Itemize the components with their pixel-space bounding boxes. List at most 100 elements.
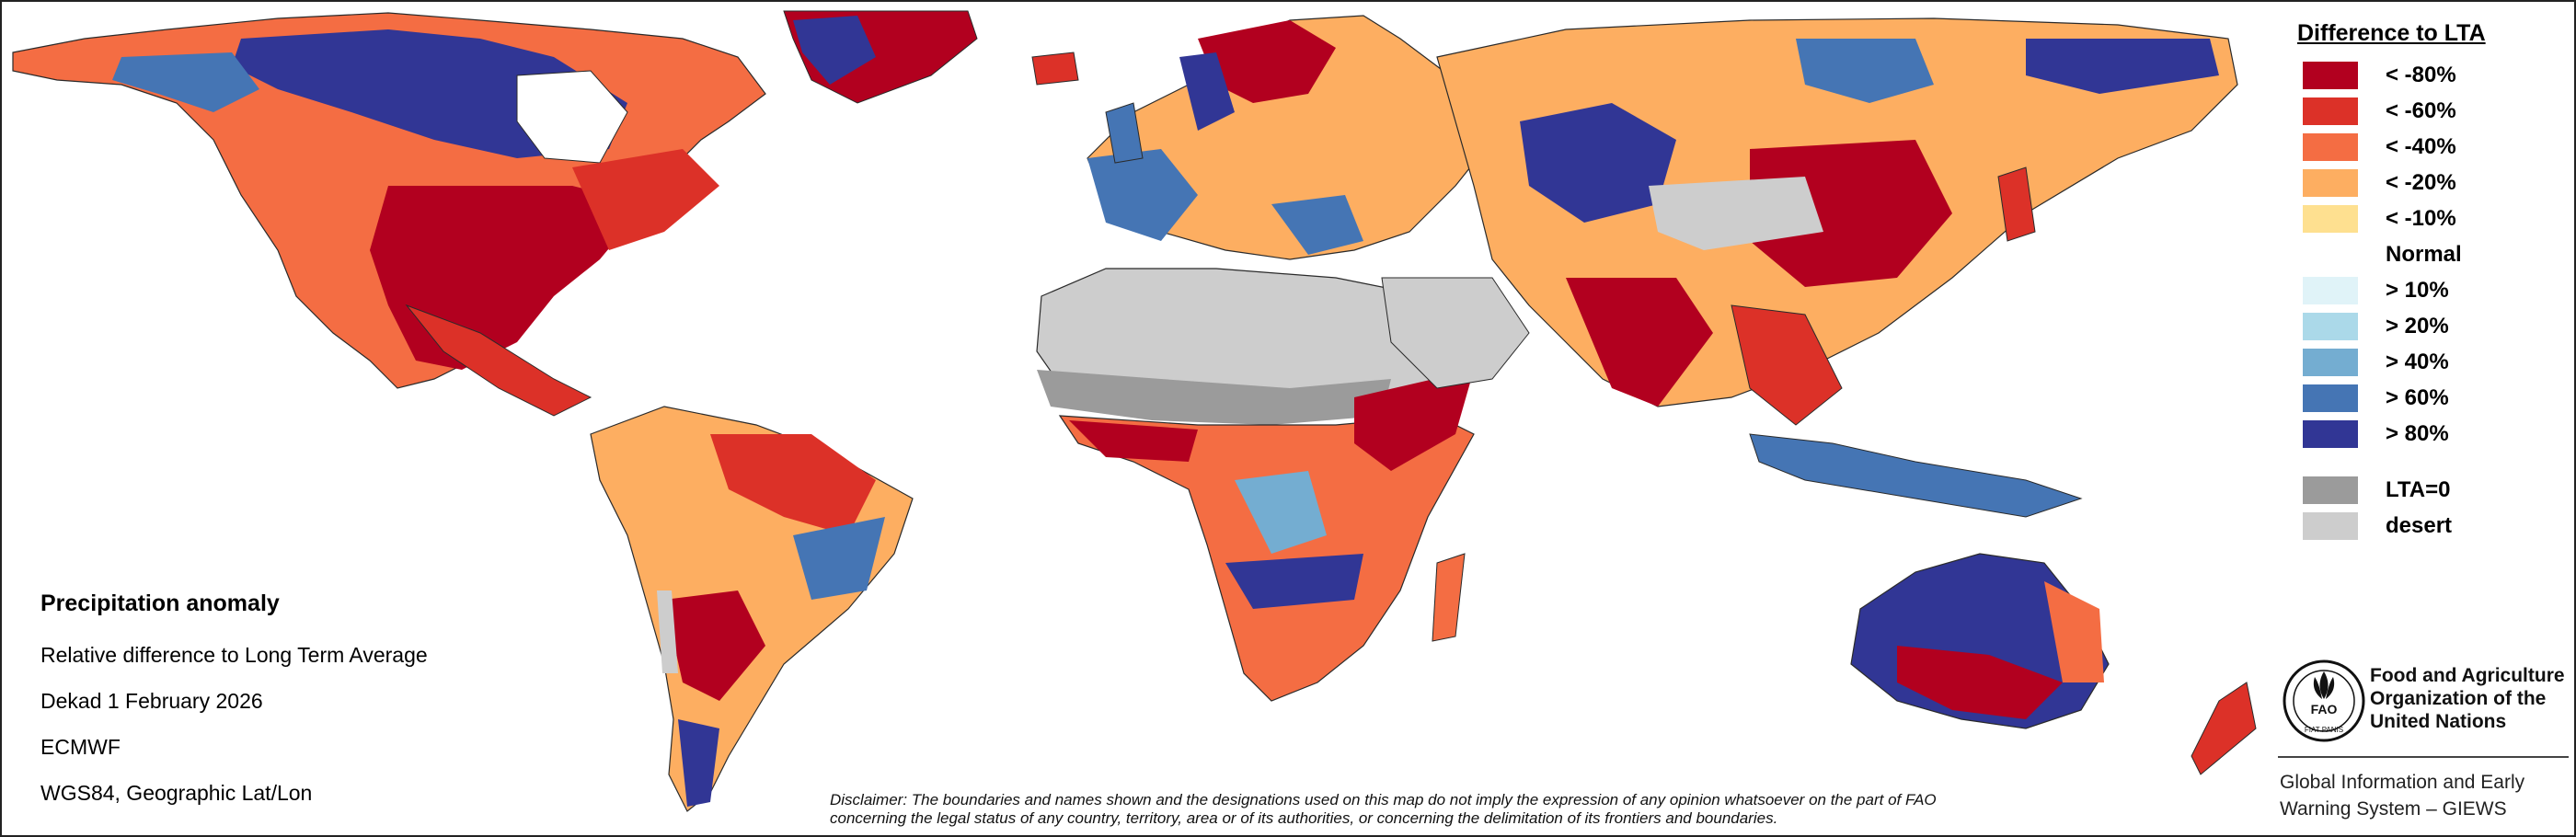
japan xyxy=(1997,166,2036,242)
legend-label: > 60% xyxy=(2386,385,2449,410)
legend-row: < -20% xyxy=(2297,167,2546,203)
southern-africa-wet xyxy=(1225,554,1363,609)
indonesia xyxy=(1749,433,2083,518)
patagonia-wet xyxy=(678,719,719,807)
legend-swatch xyxy=(2303,420,2358,448)
legend-row: < -10% xyxy=(2297,203,2546,239)
legend-row: < -60% xyxy=(2297,96,2546,132)
legend-label: < -40% xyxy=(2386,134,2456,159)
scandinavia-dry xyxy=(1198,20,1336,103)
legend-label: desert xyxy=(2386,513,2453,538)
legend-swatch xyxy=(2303,512,2358,540)
map-info-block: Precipitation anomaly Relative differenc… xyxy=(40,590,703,827)
legend-swatch xyxy=(2303,62,2358,89)
central-africa-wet xyxy=(1235,471,1327,554)
west-eu-wet xyxy=(1087,149,1198,241)
disclaimer: Disclaimer: The boundaries and names sho… xyxy=(830,791,2109,828)
legend-swatch xyxy=(2303,205,2358,233)
legend-label: < -10% xyxy=(2386,206,2456,231)
map-source: ECMWF xyxy=(40,735,121,759)
map-period: Dekad 1 February 2026 xyxy=(40,689,263,713)
brazil-wet xyxy=(793,517,885,600)
greenland-wet xyxy=(793,16,876,85)
disclaimer-line-1: Disclaimer: The boundaries and names sho… xyxy=(830,791,1937,808)
legend-row: > 20% xyxy=(2297,311,2546,347)
fao-block: FAO FIAT PANIS Food and Agriculture Orga… xyxy=(2276,657,2569,831)
fao-logo-icon: FAO FIAT PANIS xyxy=(2283,659,2365,742)
new-zealand xyxy=(2191,682,2257,775)
legend-label: > 80% xyxy=(2386,421,2449,446)
sahel-lta-zero xyxy=(1037,370,1391,425)
east-siberia-wet xyxy=(2026,39,2219,94)
fao-emblem-motto: FIAT PANIS xyxy=(2305,726,2343,734)
west-africa-dry xyxy=(1069,420,1198,462)
legend-row: < -80% xyxy=(2297,60,2546,96)
legend-row: < -40% xyxy=(2297,132,2546,167)
legend-title: Difference to LTA xyxy=(2297,20,2486,46)
legend-row: LTA=0 xyxy=(2297,475,2546,510)
giews-line-1: Global Information and Early xyxy=(2280,772,2525,793)
legend-row: desert xyxy=(2297,510,2546,546)
legend-swatch xyxy=(2303,133,2358,161)
andes-dry xyxy=(664,590,765,701)
china-dry xyxy=(1750,140,1952,287)
legend-label: > 20% xyxy=(2386,314,2449,338)
disclaimer-line-2: concerning the legal status of any count… xyxy=(830,809,1778,827)
legend-label: LTA=0 xyxy=(2386,477,2451,502)
map-title: Precipitation anomaly xyxy=(40,590,280,616)
legend-swatch xyxy=(2303,313,2358,340)
legend-items: < -80% < -60% < -40% < -20% < -10% Normal > 10… xyxy=(2297,60,2546,454)
legend-row: Normal xyxy=(2297,239,2546,275)
legend-label: > 10% xyxy=(2386,278,2449,303)
atacama xyxy=(657,590,678,673)
legend-swatch xyxy=(2303,476,2358,504)
oceania xyxy=(1850,553,2257,775)
taklamakan xyxy=(1649,177,1823,250)
asia xyxy=(1436,17,2238,518)
legend-row: > 40% xyxy=(2297,347,2546,383)
madagascar xyxy=(1432,553,1466,642)
legend-extra: LTA=0 desert xyxy=(2297,475,2546,546)
map-subtitle: Relative difference to Long Term Average xyxy=(40,643,428,667)
legend-swatch xyxy=(2303,384,2358,412)
scandinavia-wet xyxy=(1179,52,1235,131)
giews-line-2: Warning System – GIEWS xyxy=(2280,798,2507,820)
fao-name-line-2: Organization of the xyxy=(2370,688,2547,709)
legend-swatch xyxy=(2303,277,2358,304)
fao-organization-name: Food and Agriculture Organization of the… xyxy=(2370,664,2565,733)
siberia-wet-2 xyxy=(1796,39,1934,103)
india-dry xyxy=(1566,278,1713,407)
europe xyxy=(1031,15,1493,260)
horn-dry xyxy=(1354,370,1474,471)
australia-south-dry xyxy=(1897,646,2063,719)
legend-label: Normal xyxy=(2386,242,2462,267)
canada-wet-2 xyxy=(112,52,259,112)
fao-emblem-letters: FAO xyxy=(2311,702,2338,717)
africa xyxy=(1036,268,1530,702)
legend-label: < -60% xyxy=(2386,98,2456,123)
fao-divider xyxy=(2278,756,2569,758)
map-projection: WGS84, Geographic Lat/Lon xyxy=(40,781,313,805)
australia-east xyxy=(2044,581,2104,682)
fao-name-line-1: Food and Agriculture xyxy=(2370,665,2565,686)
legend-label: < -20% xyxy=(2386,170,2456,195)
legend-swatch xyxy=(2303,97,2358,125)
north-america xyxy=(12,10,978,417)
brazil-dry xyxy=(710,434,876,535)
mexico xyxy=(405,304,592,417)
legend-row: > 80% xyxy=(2297,418,2546,454)
map-legend: Difference to LTA < -80% < -60% < -40% < -2… xyxy=(2297,20,2546,546)
uk xyxy=(1105,102,1144,164)
siberia-wet xyxy=(1520,103,1676,223)
legend-label: < -80% xyxy=(2386,63,2456,87)
fao-name-line-3: United Nations xyxy=(2370,711,2507,732)
south-america xyxy=(590,406,914,812)
us-east-dry xyxy=(572,149,719,250)
balkans-wet xyxy=(1271,195,1363,255)
iceland xyxy=(1031,52,1079,86)
se-asia xyxy=(1731,304,1843,426)
giews-name: Global Information and Early Warning Sys… xyxy=(2280,769,2524,822)
legend-gap xyxy=(2297,454,2546,475)
